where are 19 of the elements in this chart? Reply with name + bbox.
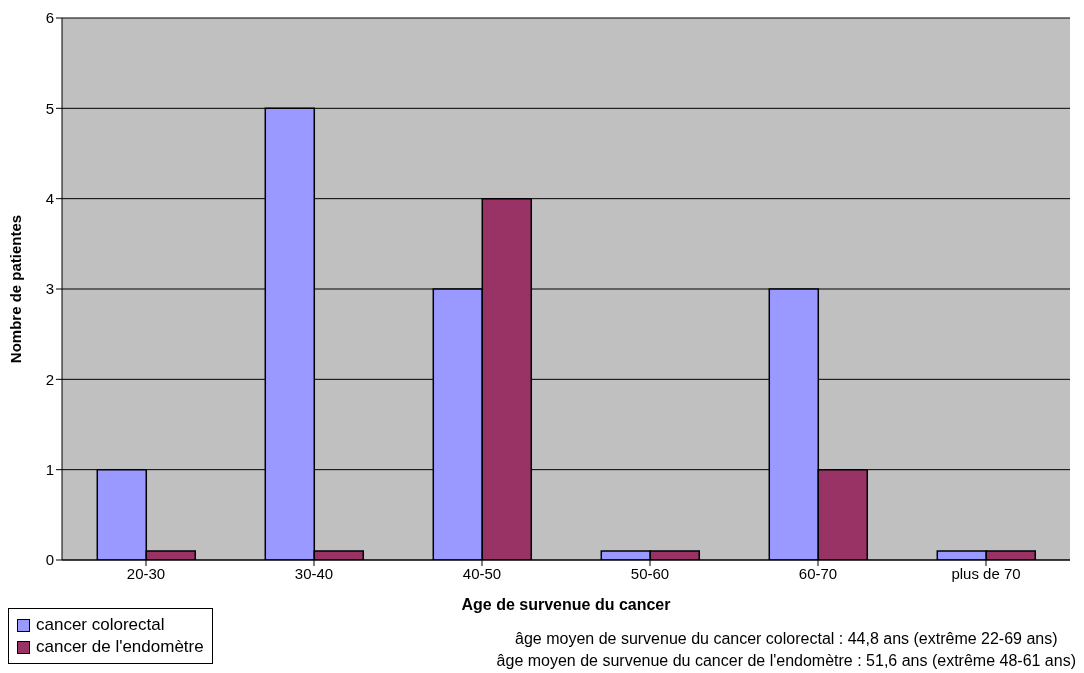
- y-tick-label: 5: [45, 99, 54, 117]
- legend-label: cancer de l'endomètre: [36, 637, 204, 657]
- y-tick-label: 4: [45, 189, 54, 207]
- x-axis-title: Age de survenue du cancer: [461, 596, 671, 613]
- legend-label: cancer colorectal: [36, 615, 165, 635]
- x-tick-label: 60-70: [798, 564, 838, 582]
- y-tick-label: 1: [45, 460, 54, 478]
- x-tick-label: plus de 70: [951, 564, 1021, 582]
- y-tick-label: 6: [45, 9, 54, 27]
- x-tick-label: 40-50: [462, 564, 502, 582]
- x-tick-label: 30-40: [294, 564, 334, 582]
- y-tick-label: 0: [45, 551, 54, 569]
- text: âge moyen de survenue du cancer colorectal : 44,8 ans (extrême 22-69 ans): [514, 629, 1059, 649]
- text: âge moyen de survenue du cancer de l'endomètre : 51,6 ans (extrême 48-61 ans): [496, 651, 1076, 671]
- y-axis-title: Nombre de patientes: [7, 214, 25, 364]
- y-tick-label: 3: [45, 280, 54, 298]
- y-tick-label: 2: [45, 370, 54, 388]
- x-tick-label: 20-30: [126, 564, 166, 582]
- x-tick-label: 50-60: [630, 564, 670, 582]
